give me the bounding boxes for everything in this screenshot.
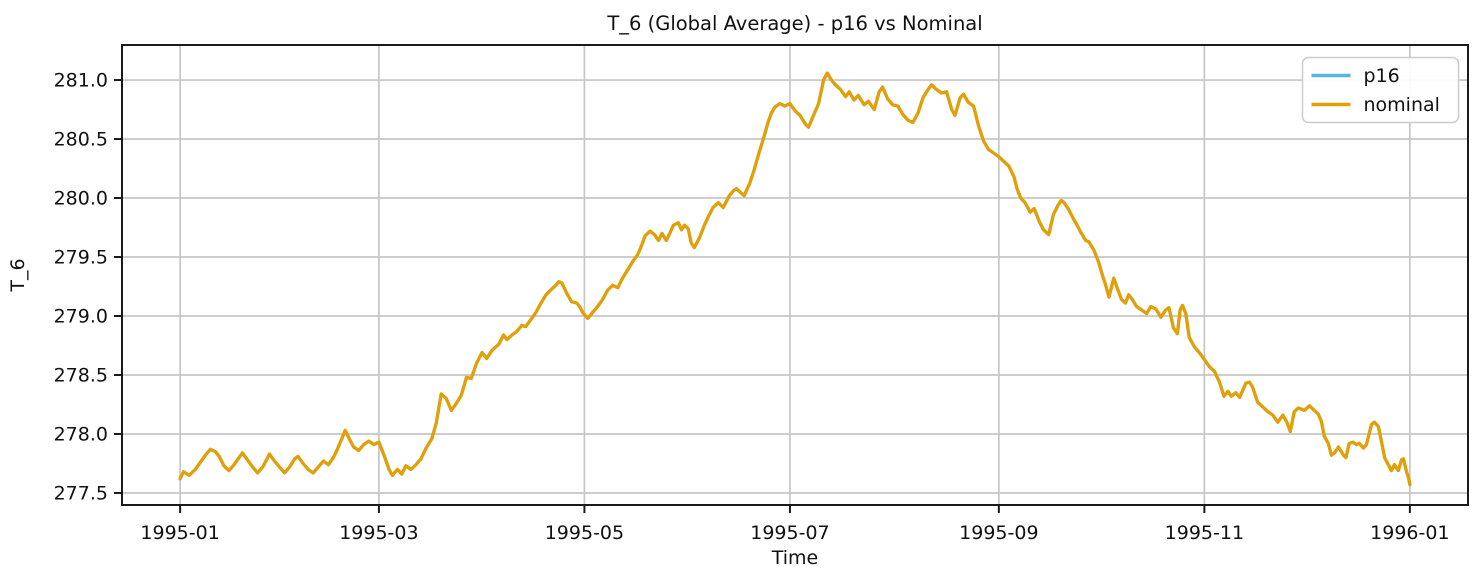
x-tick-label: 1995-11 (1165, 522, 1244, 544)
x-axis-label: Time (771, 547, 819, 569)
grid-layer (122, 45, 1468, 505)
y-tick-label: 280.0 (54, 188, 108, 210)
series-layer (178, 71, 1412, 487)
y-tick-label: 277.5 (54, 483, 108, 505)
y-tick-label: 280.5 (54, 129, 108, 151)
series-line-nominal (178, 71, 1412, 487)
x-tick-label: 1995-07 (750, 522, 829, 544)
x-tick-label: 1995-09 (959, 522, 1038, 544)
series-line-p16 (178, 71, 1412, 487)
y-tick-label: 279.0 (54, 306, 108, 328)
axes-layer: 1995-01 1995-03 1995-05 1995-07 1995-09 1995-… (54, 44, 1469, 544)
plot-border (121, 44, 1469, 506)
x-tick-label: 1995-01 (140, 522, 219, 544)
y-tick-label: 278.0 (54, 424, 108, 446)
legend-label-p16: p16 (1364, 65, 1400, 87)
y-tick-label: 279.5 (54, 247, 108, 269)
y-tick-label: 278.5 (54, 365, 108, 387)
x-tick-label: 1995-05 (545, 522, 624, 544)
legend: p16 nominal (1301, 56, 1460, 124)
chart-title: T_6 (Global Average) - p16 vs Nominal (606, 12, 982, 35)
legend-label-nominal: nominal (1364, 94, 1440, 116)
x-tick-label: 1995-03 (339, 522, 418, 544)
y-tick-label: 281.0 (54, 70, 108, 92)
x-tick-label: 1996-01 (1370, 522, 1449, 544)
y-axis-label: T_6 (7, 258, 29, 292)
